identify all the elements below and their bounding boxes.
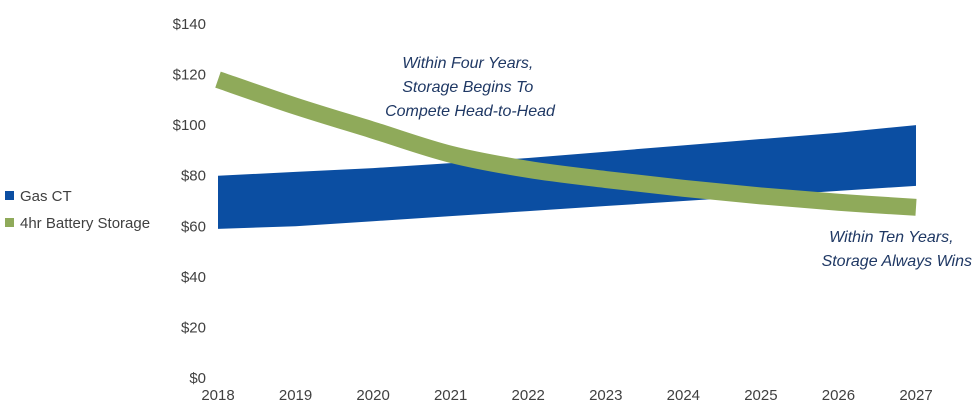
x-tick-label: 2024 bbox=[667, 387, 700, 404]
x-tick-label: 2022 bbox=[512, 387, 545, 404]
y-tick-label: $40 bbox=[181, 269, 206, 286]
y-tick-label: $0 bbox=[189, 370, 206, 387]
annotation-four-years-line-2: Storage Begins To bbox=[402, 79, 533, 96]
x-tick-label: 2027 bbox=[899, 387, 932, 404]
y-axis: $0 $20 $40 $60 $80 $100 $120 $140 bbox=[173, 16, 206, 387]
y-tick-label: $60 bbox=[181, 218, 206, 235]
annotation-four-years-line-1: Within Four Years, bbox=[402, 55, 533, 72]
legend-swatch-battery-storage bbox=[5, 218, 14, 227]
x-tick-label: 2019 bbox=[279, 387, 312, 404]
series-battery-storage-line bbox=[215, 71, 917, 216]
y-tick-label: $120 bbox=[173, 67, 206, 84]
legend: Gas CT 4hr Battery Storage bbox=[5, 188, 150, 232]
annotation-ten-years: Within Ten Years, Storage Always Wins bbox=[822, 229, 972, 270]
y-tick-label: $20 bbox=[181, 319, 206, 336]
annotations: Within Four Years, Storage Begins To Com… bbox=[385, 55, 972, 270]
annotation-four-years: Within Four Years, Storage Begins To Com… bbox=[385, 55, 556, 120]
legend-swatch-gas-ct bbox=[5, 191, 14, 200]
x-tick-label: 2025 bbox=[744, 387, 777, 404]
annotation-ten-years-line-1: Within Ten Years, bbox=[829, 229, 953, 246]
x-axis: 2018 2019 2020 2021 2022 2023 2024 2025 2026 2027 bbox=[201, 387, 932, 404]
x-tick-label: 2018 bbox=[201, 387, 234, 404]
legend-label-gas-ct: Gas CT bbox=[20, 188, 72, 205]
y-tick-label: $100 bbox=[173, 117, 206, 134]
x-tick-label: 2021 bbox=[434, 387, 467, 404]
annotation-four-years-line-3: Compete Head-to-Head bbox=[385, 103, 556, 120]
x-tick-label: 2026 bbox=[822, 387, 855, 404]
y-tick-label: $80 bbox=[181, 168, 206, 185]
x-tick-label: 2023 bbox=[589, 387, 622, 404]
y-tick-label: $140 bbox=[173, 16, 206, 33]
plot-area bbox=[215, 71, 917, 229]
legend-label-battery-storage: 4hr Battery Storage bbox=[20, 215, 150, 232]
annotation-ten-years-line-2: Storage Always Wins bbox=[822, 253, 972, 270]
x-tick-label: 2020 bbox=[356, 387, 389, 404]
